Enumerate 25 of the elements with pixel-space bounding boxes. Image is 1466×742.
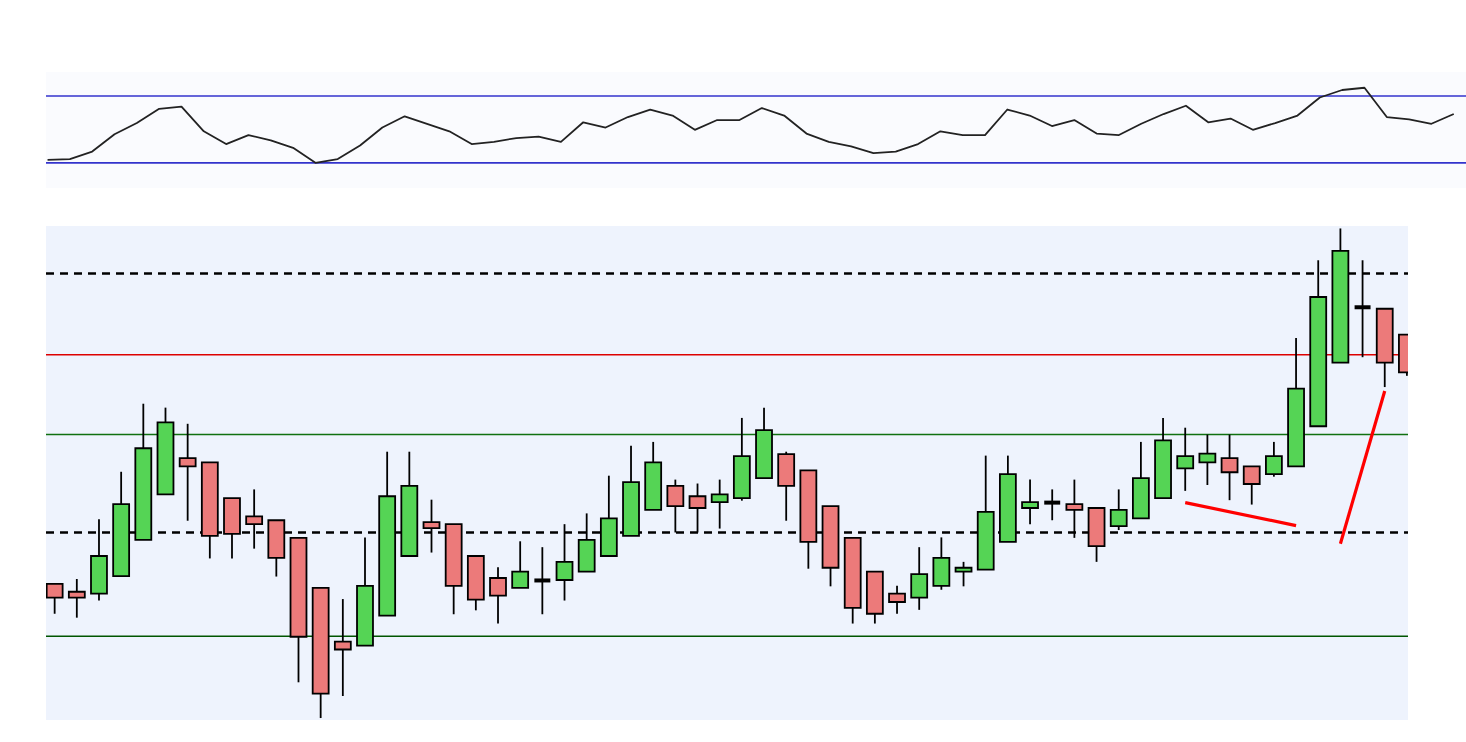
candlestick bbox=[644, 441, 663, 511]
candlestick bbox=[532, 546, 553, 616]
candlestick bbox=[67, 578, 86, 619]
candlestick bbox=[755, 406, 773, 480]
candlestick bbox=[1265, 441, 1283, 478]
candlestick bbox=[732, 417, 751, 502]
candlestick bbox=[865, 570, 884, 625]
candlestick bbox=[1176, 426, 1195, 492]
candlestick bbox=[466, 555, 485, 612]
candlestick bbox=[932, 536, 951, 591]
candlestick bbox=[1220, 433, 1239, 502]
candlestick bbox=[888, 584, 906, 615]
candlestick bbox=[511, 540, 530, 589]
candlestick bbox=[1021, 478, 1039, 526]
candlestick bbox=[777, 450, 796, 522]
candlestick bbox=[954, 560, 973, 588]
candlestick bbox=[1242, 465, 1261, 506]
candlestick bbox=[1132, 441, 1150, 520]
candlestick bbox=[489, 566, 507, 625]
candlestick bbox=[178, 422, 197, 522]
candlestick bbox=[333, 598, 352, 697]
candlestick bbox=[910, 546, 929, 611]
candlestick bbox=[1109, 488, 1128, 531]
candlestick bbox=[1042, 488, 1063, 522]
candlestick bbox=[1198, 433, 1217, 486]
